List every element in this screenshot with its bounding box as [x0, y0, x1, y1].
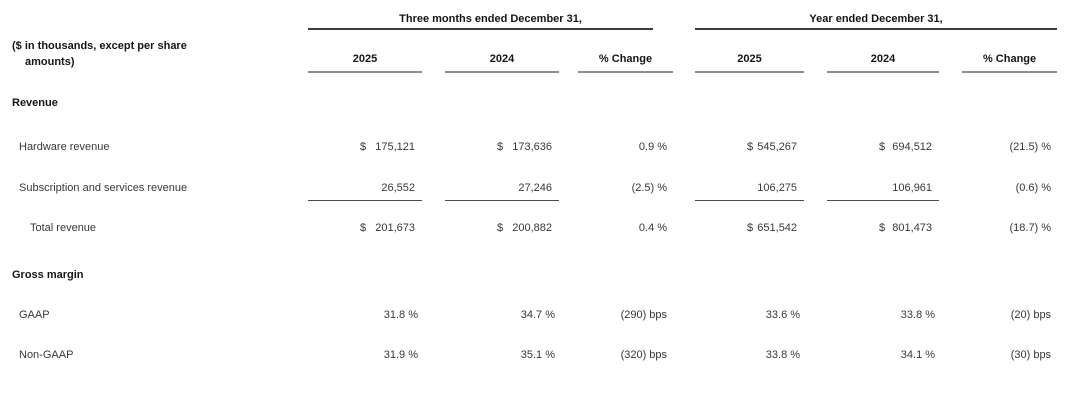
cell-y2024: $694,512: [827, 113, 939, 157]
dollar-sign: $: [879, 141, 886, 153]
cell-y2024: 34.1 %: [900, 349, 936, 361]
col-header-y-2024: 2024: [827, 30, 940, 73]
section-header-row: Gross margin: [0, 238, 1057, 285]
cell-q-change: (2.5) %: [631, 182, 668, 194]
value: 545,267: [757, 141, 798, 153]
row-label: Subscription and services revenue: [19, 182, 188, 194]
cell-q2025: 26,552: [308, 157, 422, 201]
col-header-q-2024: 2024: [445, 30, 559, 73]
value: 175,121: [375, 141, 415, 153]
row-label: Non-GAAP: [19, 349, 74, 361]
cell-q2025: $201,673: [308, 200, 422, 238]
section-header-gross-margin: Gross margin: [12, 269, 84, 281]
cell-y2025: 33.8 %: [765, 349, 801, 361]
row-label: Hardware revenue: [19, 141, 110, 153]
cell-y-change: (30) bps: [1010, 349, 1052, 361]
dollar-sign: $: [879, 222, 886, 234]
cell-y2025: $651,542: [695, 200, 804, 238]
cell-y-change: (20) bps: [1010, 309, 1052, 321]
dollar-sign: $: [497, 141, 504, 153]
units-note: ($ in thousands, except per share amount…: [0, 0, 308, 72]
value: 173,636: [512, 141, 552, 153]
cell-y-change: (18.7) %: [1009, 222, 1052, 234]
cell-y2024: 33.8 %: [900, 309, 936, 321]
column-header-row: 2025 2024 % Change 2025 2024 % Change: [0, 30, 1058, 73]
row-subscription-services-revenue: Subscription and services revenue 26,552…: [0, 157, 1057, 201]
row-non-gaap: Non-GAAP 31.9 % 35.1 % (320) bps 33.8 % …: [0, 325, 1057, 365]
units-note-line1: ($ in thousands, except per share: [12, 40, 187, 52]
cell-y2025: $545,267: [695, 113, 804, 157]
row-label: GAAP: [19, 309, 50, 321]
cell-q2024: 35.1 %: [520, 349, 555, 361]
cell-y2025: 33.6 %: [765, 309, 801, 321]
group-underline: [308, 28, 654, 30]
cell-q2024: 27,246: [445, 157, 559, 201]
group-header-three-months: Three months ended December 31,: [308, 0, 673, 30]
row-total-revenue: Total revenue $201,673 $200,882 0.4 % $6…: [0, 200, 1057, 238]
cell-q2024: 34.7 %: [520, 309, 555, 321]
dollar-sign: $: [747, 141, 754, 153]
cell-q2025: 31.9 %: [383, 349, 418, 361]
value: 651,542: [757, 222, 798, 234]
value: 694,512: [892, 141, 933, 153]
cell-y2024: $801,473: [827, 200, 939, 238]
value: 801,473: [892, 222, 933, 234]
group-title-year: Year ended December 31,: [809, 13, 943, 25]
dollar-sign: $: [497, 222, 504, 234]
cell-q2025: $175,121: [308, 113, 422, 157]
dollar-sign: $: [747, 222, 754, 234]
value: 200,882: [512, 222, 552, 234]
value: 201,673: [375, 222, 415, 234]
cell-q-change: (320) bps: [620, 349, 668, 361]
col-header-y-change: % Change: [962, 30, 1058, 73]
col-header-q-2025: 2025: [308, 30, 422, 73]
cell-q2025: 31.8 %: [383, 309, 418, 321]
cell-y2025: 106,275: [695, 157, 805, 201]
cell-y-change: (0.6) %: [1015, 182, 1052, 194]
cell-q2024: $200,882: [445, 200, 559, 238]
row-hardware-revenue: Hardware revenue $175,121 $173,636 0.9 %…: [0, 113, 1057, 157]
value: 106,275: [757, 181, 798, 194]
cell-y2024: 106,961: [827, 157, 940, 201]
row-gaap: GAAP 31.8 % 34.7 % (290) bps 33.6 % 33.8…: [0, 285, 1057, 325]
cell-q-change: 0.9 %: [638, 141, 668, 153]
value: 27,246: [518, 181, 552, 194]
group-gap: [673, 0, 695, 30]
group-header-year: Year ended December 31,: [695, 0, 1058, 30]
cell-q2024: $173,636: [445, 113, 559, 157]
cell-q-change: (290) bps: [620, 309, 668, 321]
col-header-y-2025: 2025: [695, 30, 805, 73]
cell-q-change: 0.4 %: [638, 222, 668, 234]
section-header-row: Revenue: [0, 72, 1057, 113]
col-header-q-change: % Change: [578, 30, 674, 73]
cell-y-change: (21.5) %: [1009, 141, 1052, 153]
group-header-row: ($ in thousands, except per share amount…: [0, 0, 1058, 68]
row-label: Total revenue: [30, 222, 97, 234]
value: 26,552: [381, 181, 415, 194]
dollar-sign: $: [360, 141, 367, 153]
financial-results-table: ($ in thousands, except per share amount…: [0, 0, 1058, 365]
group-underline: [695, 28, 1058, 30]
units-note-line2: amounts): [25, 56, 75, 68]
section-header-revenue: Revenue: [12, 97, 58, 109]
group-title-three-months: Three months ended December 31,: [399, 13, 582, 25]
value: 106,961: [892, 181, 933, 194]
dollar-sign: $: [360, 222, 367, 234]
